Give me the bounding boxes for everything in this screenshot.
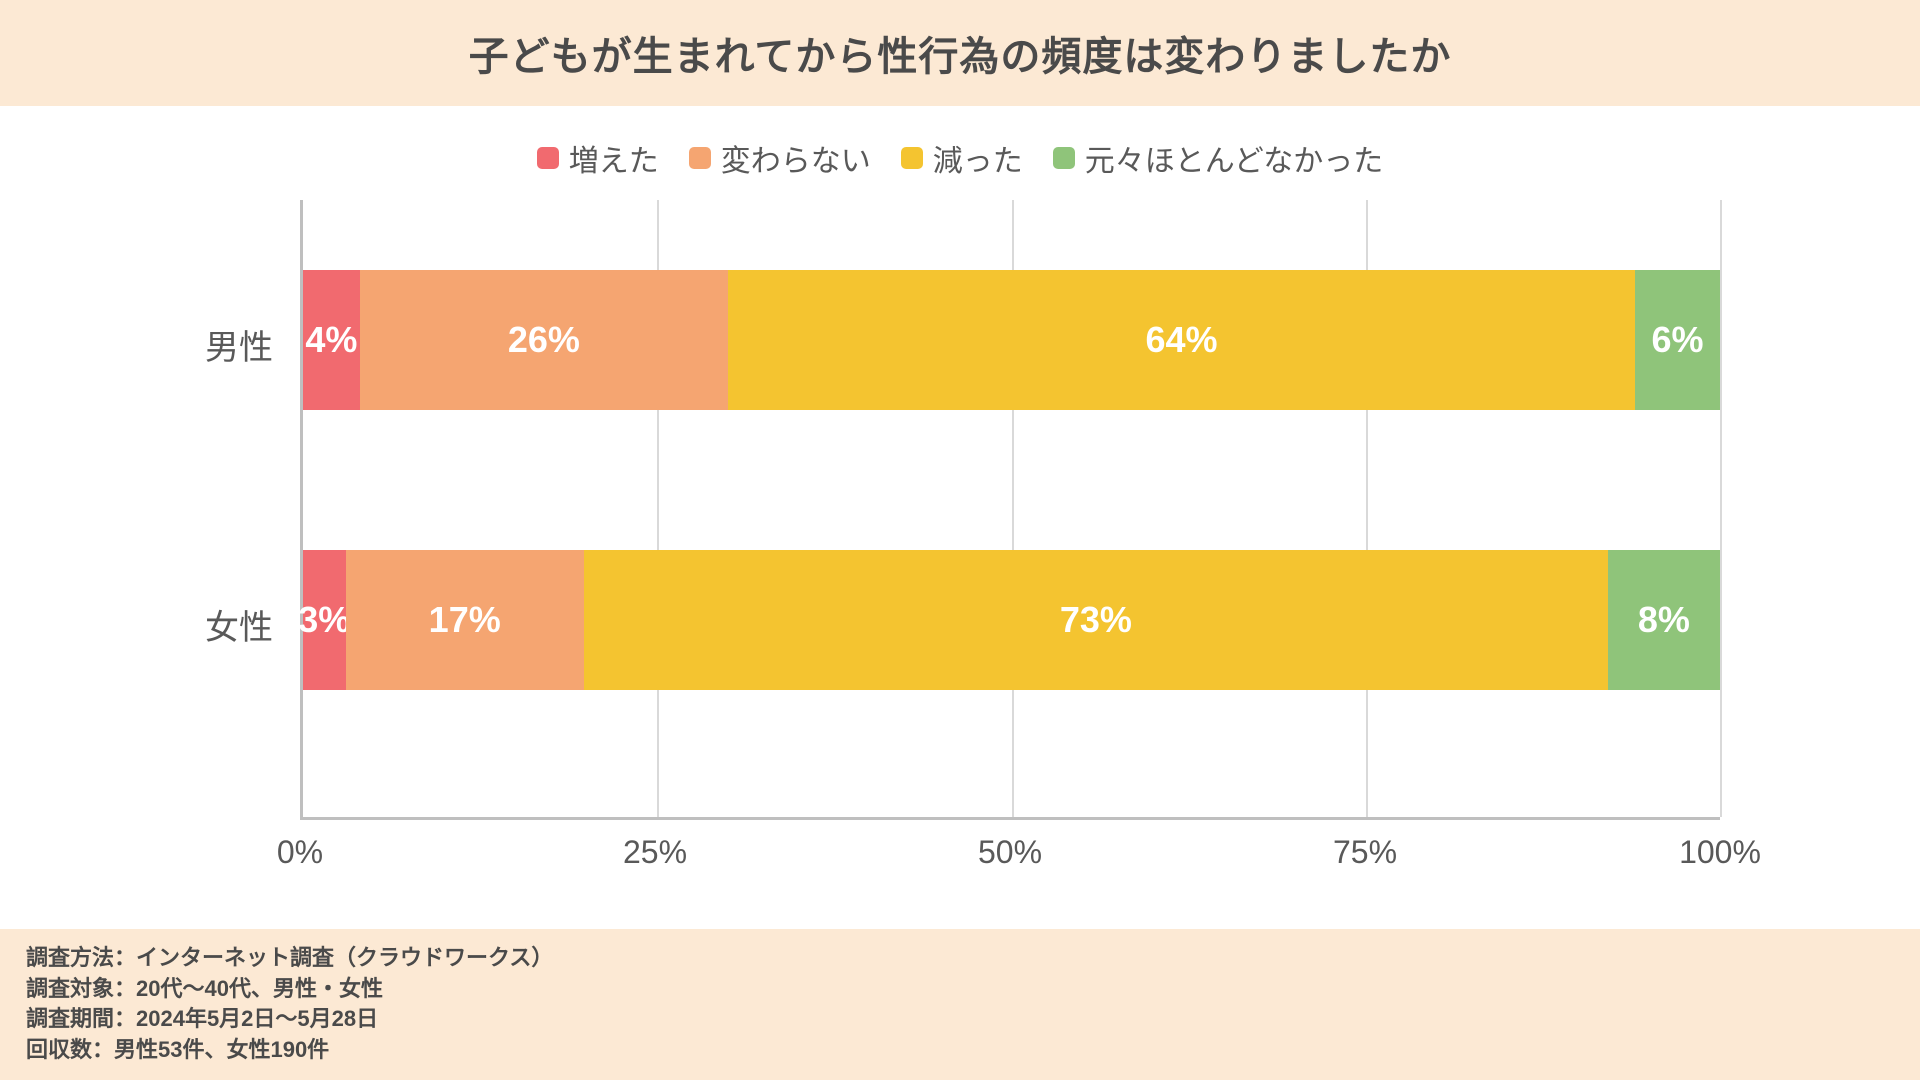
x-tick-label: 0% bbox=[277, 834, 323, 871]
x-tick-label: 75% bbox=[1333, 834, 1397, 871]
bar-segment-label: 64% bbox=[1145, 319, 1217, 361]
legend-swatch bbox=[537, 147, 559, 169]
bar-segment: 73% bbox=[584, 550, 1608, 690]
footer-line: 調査期間：2024年5月2日〜5月28日 bbox=[26, 1004, 1894, 1035]
legend-label: 元々ほとんどなかった bbox=[1085, 136, 1384, 180]
x-tick-label: 25% bbox=[623, 834, 687, 871]
legend-label: 変わらない bbox=[721, 136, 871, 180]
bar-segment: 8% bbox=[1608, 550, 1720, 690]
legend-label: 減った bbox=[933, 136, 1023, 180]
legend-swatch bbox=[689, 147, 711, 169]
gridline bbox=[1720, 200, 1722, 817]
chart-title: 子どもが生まれてから性行為の頻度は変わりましたか bbox=[0, 24, 1920, 82]
footer-line: 回収数：男性53件、女性190件 bbox=[26, 1035, 1894, 1066]
legend-item: 変わらない bbox=[689, 136, 871, 180]
bar-segment-label: 73% bbox=[1060, 599, 1132, 641]
bar-segment-label: 3% bbox=[298, 599, 350, 641]
bar-row: 男性4%26%64%6% bbox=[303, 270, 1720, 410]
bar-segment: 4% bbox=[303, 270, 360, 410]
legend-label: 増えた bbox=[569, 136, 659, 180]
legend-swatch bbox=[901, 147, 923, 169]
x-axis-ticks: 0%25%50%75%100% bbox=[300, 820, 1720, 870]
bar-segment-label: 6% bbox=[1651, 319, 1703, 361]
legend-item: 減った bbox=[901, 136, 1023, 180]
survey-meta-footer: 調査方法：インターネット調査（クラウドワークス）調査対象：20代〜40代、男性・… bbox=[0, 929, 1920, 1080]
bar-segment-label: 26% bbox=[508, 319, 580, 361]
bar-row: 女性3%17%73%8% bbox=[303, 550, 1720, 690]
category-label: 男性 bbox=[205, 320, 303, 369]
title-band: 子どもが生まれてから性行為の頻度は変わりましたか bbox=[0, 0, 1920, 106]
legend-swatch bbox=[1053, 147, 1075, 169]
x-tick-label: 50% bbox=[978, 834, 1042, 871]
bar-segment: 26% bbox=[360, 270, 728, 410]
bar-segment: 6% bbox=[1635, 270, 1720, 410]
chart-area: 男性4%26%64%6%女性3%17%73%8% 0%25%50%75%100% bbox=[200, 200, 1720, 870]
x-tick-label: 100% bbox=[1679, 834, 1761, 871]
bar-segment-label: 8% bbox=[1638, 599, 1690, 641]
legend: 増えた 変わらない 減った 元々ほとんどなかった bbox=[0, 106, 1920, 200]
bar-segment: 3% bbox=[303, 550, 346, 690]
footer-line: 調査方法：インターネット調査（クラウドワークス） bbox=[26, 943, 1894, 974]
bar-segment: 64% bbox=[728, 270, 1635, 410]
plot-area: 男性4%26%64%6%女性3%17%73%8% bbox=[300, 200, 1720, 820]
category-label: 女性 bbox=[205, 600, 303, 649]
bar-segment-label: 4% bbox=[305, 319, 357, 361]
legend-item: 増えた bbox=[537, 136, 659, 180]
bar-segment-label: 17% bbox=[429, 599, 501, 641]
legend-item: 元々ほとんどなかった bbox=[1053, 136, 1384, 180]
footer-line: 調査対象：20代〜40代、男性・女性 bbox=[26, 974, 1894, 1005]
bar-segment: 17% bbox=[346, 550, 584, 690]
